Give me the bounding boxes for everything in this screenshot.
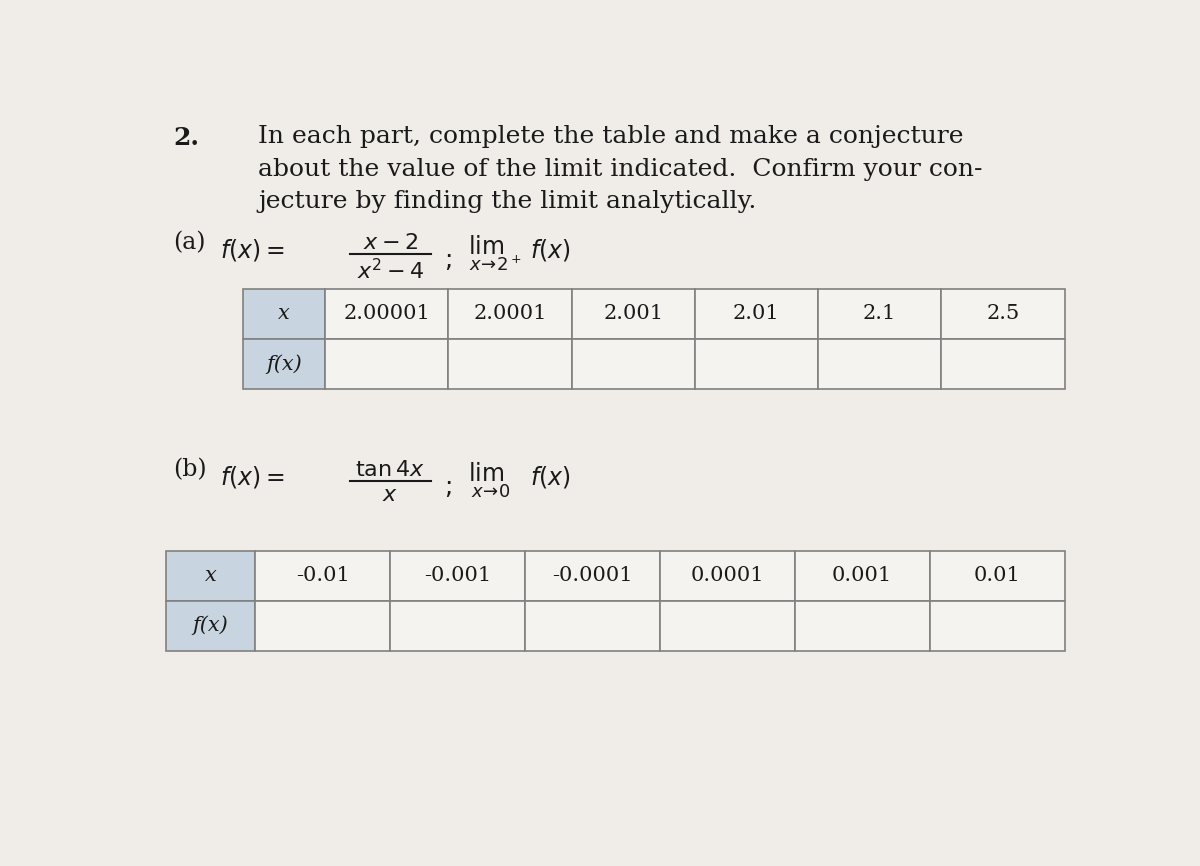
Text: 0.001: 0.001 xyxy=(832,566,893,585)
Bar xyxy=(660,600,794,650)
Bar xyxy=(256,551,390,600)
Text: $x - 2$: $x - 2$ xyxy=(362,232,418,253)
Text: 2.01: 2.01 xyxy=(733,304,780,323)
Text: f(x): f(x) xyxy=(266,354,302,373)
Text: x: x xyxy=(278,304,290,323)
Bar xyxy=(526,600,660,650)
Text: In each part, complete the table and make a conjecture: In each part, complete the table and mak… xyxy=(258,126,964,148)
Bar xyxy=(242,339,325,389)
Bar xyxy=(794,551,930,600)
Text: jecture by finding the limit analytically.: jecture by finding the limit analyticall… xyxy=(258,191,757,213)
Text: 2.: 2. xyxy=(174,126,199,150)
Bar xyxy=(930,551,1064,600)
Bar xyxy=(256,600,390,650)
Text: $f(x)$: $f(x)$ xyxy=(529,464,570,490)
Text: 2.1: 2.1 xyxy=(863,304,896,323)
Text: f(x): f(x) xyxy=(192,616,228,636)
Text: $x\!\rightarrow\!2^+$: $x\!\rightarrow\!2^+$ xyxy=(469,255,522,275)
Text: -0.0001: -0.0001 xyxy=(552,566,632,585)
Bar xyxy=(941,288,1064,339)
Text: 0.01: 0.01 xyxy=(973,566,1020,585)
Text: $\lim$: $\lim$ xyxy=(468,235,504,259)
Text: (b): (b) xyxy=(173,458,206,481)
Bar xyxy=(390,551,526,600)
Text: ;: ; xyxy=(444,475,452,499)
Bar xyxy=(166,551,256,600)
Text: 2.0001: 2.0001 xyxy=(473,304,547,323)
Bar xyxy=(930,600,1064,650)
Text: -0.01: -0.01 xyxy=(296,566,349,585)
Text: -0.001: -0.001 xyxy=(424,566,491,585)
Bar xyxy=(325,339,449,389)
Text: $x$: $x$ xyxy=(383,485,398,505)
Text: $\lim$: $\lim$ xyxy=(468,462,504,486)
Bar xyxy=(695,339,818,389)
Text: 2.00001: 2.00001 xyxy=(343,304,431,323)
Bar xyxy=(325,288,449,339)
Text: $x^2 - 4$: $x^2 - 4$ xyxy=(356,258,424,283)
Bar xyxy=(449,288,571,339)
Bar xyxy=(571,288,695,339)
Bar xyxy=(818,339,941,389)
Bar xyxy=(571,339,695,389)
Text: $x\!\rightarrow\!0$: $x\!\rightarrow\!0$ xyxy=(470,482,510,501)
Text: x: x xyxy=(204,566,216,585)
Bar xyxy=(166,600,256,650)
Bar xyxy=(526,551,660,600)
Bar xyxy=(449,339,571,389)
Text: (a): (a) xyxy=(173,231,205,254)
Bar xyxy=(794,600,930,650)
Text: ;: ; xyxy=(444,248,452,272)
Bar xyxy=(695,288,818,339)
Bar xyxy=(660,551,794,600)
Bar xyxy=(941,339,1064,389)
Bar xyxy=(242,288,325,339)
Text: 2.5: 2.5 xyxy=(986,304,1020,323)
Bar xyxy=(818,288,941,339)
Bar xyxy=(390,600,526,650)
Text: about the value of the limit indicated.  Confirm your con-: about the value of the limit indicated. … xyxy=(258,158,983,181)
Text: $\tan 4x$: $\tan 4x$ xyxy=(355,460,425,480)
Text: 0.0001: 0.0001 xyxy=(690,566,764,585)
Text: 2.001: 2.001 xyxy=(604,304,664,323)
Text: $f(x) =$: $f(x) =$ xyxy=(220,237,284,263)
Text: $f(x) =$: $f(x) =$ xyxy=(220,464,284,490)
Text: $f(x)$: $f(x)$ xyxy=(529,237,570,263)
